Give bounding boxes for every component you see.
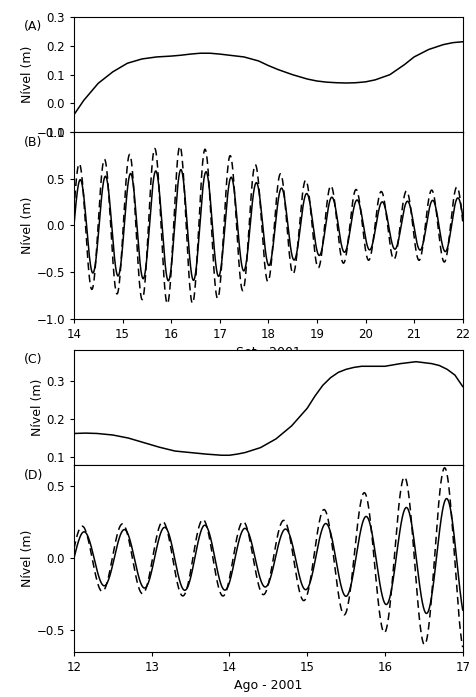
Y-axis label: Nível (m): Nível (m)	[21, 530, 34, 587]
Text: (B): (B)	[23, 136, 42, 148]
X-axis label: Ago - 2001: Ago - 2001	[234, 680, 302, 692]
Text: (A): (A)	[23, 20, 41, 33]
Text: (D): (D)	[23, 468, 43, 482]
Y-axis label: Nível (m): Nível (m)	[30, 379, 43, 436]
Text: (C): (C)	[23, 353, 42, 365]
Y-axis label: Nível (m): Nível (m)	[20, 46, 34, 103]
Y-axis label: Nível (m): Nível (m)	[20, 197, 34, 254]
X-axis label: Set - 2001: Set - 2001	[235, 346, 300, 360]
